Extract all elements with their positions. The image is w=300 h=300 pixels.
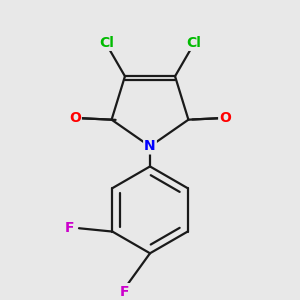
Text: N: N	[144, 140, 156, 153]
Text: Cl: Cl	[99, 36, 114, 50]
Text: O: O	[219, 111, 231, 125]
Text: F: F	[65, 221, 74, 235]
Text: Cl: Cl	[186, 36, 201, 50]
Text: F: F	[120, 285, 130, 299]
Text: O: O	[69, 111, 81, 125]
